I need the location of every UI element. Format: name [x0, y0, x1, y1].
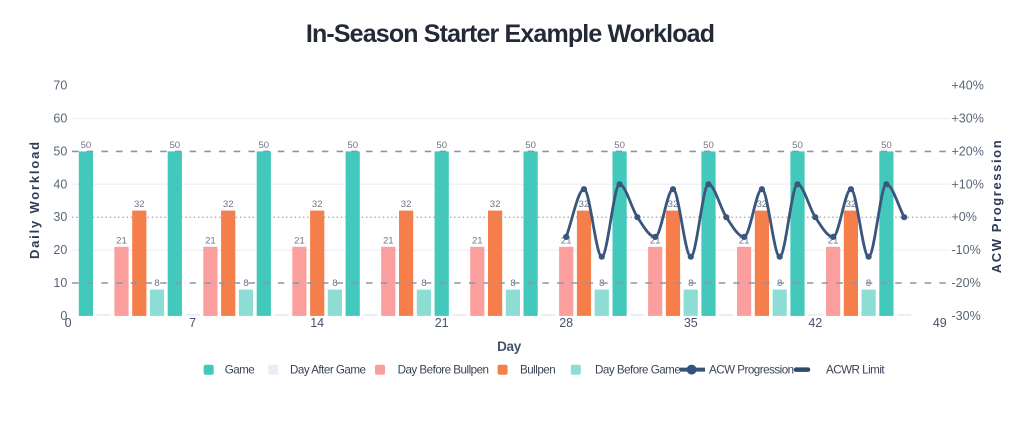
svg-text:+10%: +10% [952, 177, 984, 191]
svg-text:ACW Progression: ACW Progression [709, 364, 794, 377]
svg-text:-20%: -20% [952, 276, 981, 290]
svg-text:8: 8 [243, 278, 248, 289]
svg-text:50: 50 [347, 140, 358, 151]
svg-text:In-Season Starter Example Work: In-Season Starter Example Workload [306, 20, 714, 48]
svg-text:0: 0 [60, 309, 67, 323]
svg-text:50: 50 [81, 140, 92, 151]
svg-text:60: 60 [53, 112, 67, 126]
svg-text:50: 50 [53, 144, 67, 158]
svg-text:Game: Game [225, 364, 255, 377]
svg-text:Day: Day [497, 339, 522, 354]
svg-text:-30%: -30% [952, 309, 981, 323]
svg-text:30: 30 [53, 210, 67, 224]
svg-text:42: 42 [808, 316, 822, 330]
svg-text:Day Before Game: Day Before Game [595, 364, 680, 377]
svg-text:21: 21 [739, 235, 750, 246]
svg-text:50: 50 [614, 140, 625, 151]
svg-text:14: 14 [310, 316, 324, 330]
svg-text:0: 0 [65, 316, 72, 330]
svg-text:21: 21 [116, 235, 127, 246]
svg-text:32: 32 [668, 199, 679, 210]
svg-text:50: 50 [881, 140, 892, 151]
svg-text:32: 32 [846, 199, 857, 210]
svg-text:32: 32 [490, 199, 501, 210]
svg-text:50: 50 [792, 140, 803, 151]
svg-text:ACW Progression: ACW Progression [989, 139, 1004, 274]
svg-text:21: 21 [828, 235, 839, 246]
svg-text:-10%: -10% [952, 243, 981, 257]
svg-text:8: 8 [154, 278, 159, 289]
svg-text:ACWR Limit: ACWR Limit [826, 364, 885, 377]
svg-text:21: 21 [294, 235, 305, 246]
svg-text:50: 50 [169, 140, 180, 151]
svg-text:20: 20 [53, 243, 67, 257]
svg-text:50: 50 [258, 140, 269, 151]
svg-text:49: 49 [933, 316, 947, 330]
svg-text:Bullpen: Bullpen [520, 364, 555, 377]
svg-text:21: 21 [472, 235, 483, 246]
svg-text:10: 10 [53, 276, 67, 290]
svg-text:50: 50 [703, 140, 714, 151]
svg-text:21: 21 [650, 235, 661, 246]
svg-text:+40%: +40% [952, 79, 984, 93]
svg-text:21: 21 [561, 235, 572, 246]
svg-text:8: 8 [421, 278, 426, 289]
svg-text:28: 28 [559, 316, 573, 330]
svg-text:21: 21 [205, 235, 216, 246]
svg-text:32: 32 [312, 199, 323, 210]
svg-text:32: 32 [134, 199, 145, 210]
svg-text:40: 40 [53, 177, 67, 191]
svg-text:+20%: +20% [952, 144, 984, 158]
svg-text:Day After Game: Day After Game [290, 364, 366, 377]
svg-text:Daily Workload: Daily Workload [27, 140, 42, 259]
svg-text:21: 21 [383, 235, 394, 246]
svg-text:50: 50 [436, 140, 447, 151]
svg-text:70: 70 [53, 79, 67, 93]
svg-text:35: 35 [684, 316, 698, 330]
svg-text:+0%: +0% [952, 210, 977, 224]
svg-text:+30%: +30% [952, 112, 984, 126]
svg-text:32: 32 [401, 199, 412, 210]
svg-text:32: 32 [579, 199, 590, 210]
svg-text:7: 7 [189, 316, 196, 330]
svg-text:21: 21 [435, 316, 449, 330]
svg-text:8: 8 [510, 278, 515, 289]
svg-text:32: 32 [757, 199, 768, 210]
svg-text:Day Before Bullpen: Day Before Bullpen [398, 364, 489, 377]
svg-text:50: 50 [525, 140, 536, 151]
svg-text:8: 8 [332, 278, 337, 289]
svg-text:32: 32 [223, 199, 234, 210]
